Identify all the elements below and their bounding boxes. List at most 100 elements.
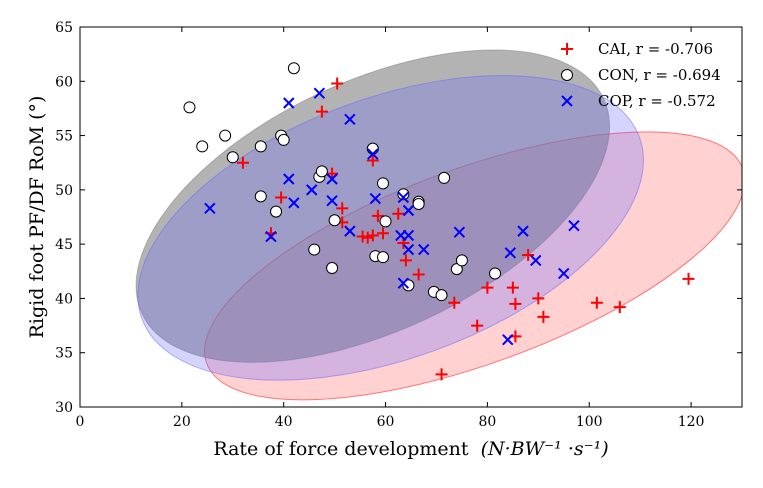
data-point (412, 197, 425, 210)
data-point (392, 207, 405, 220)
data-point (418, 243, 430, 256)
data-point (326, 262, 339, 275)
data-point (183, 101, 196, 114)
data-point (270, 205, 283, 218)
y-tick-label: 55 (55, 129, 73, 145)
data-point (435, 289, 448, 302)
data-point (402, 204, 415, 217)
data-point (371, 209, 384, 222)
data-point (613, 301, 626, 314)
y-tick-label: 50 (55, 183, 73, 199)
y-tick-label: 35 (55, 346, 73, 362)
y-axis-label: Rigid foot PF/DF RoM (°) (26, 96, 48, 339)
data-point (288, 197, 300, 209)
data-point (522, 249, 535, 261)
data-point (558, 267, 570, 280)
data-point (506, 281, 519, 294)
data-point (376, 251, 389, 264)
data-point (517, 225, 529, 237)
data-point (277, 133, 290, 146)
data-point (254, 140, 267, 153)
legend-marker (561, 69, 573, 81)
data-point (265, 230, 277, 243)
data-point (453, 226, 466, 238)
data-point (361, 231, 374, 244)
data-point (455, 254, 468, 267)
y-tick-label: 30 (55, 400, 73, 416)
x-tick-label: 120 (678, 414, 705, 430)
data-point (448, 296, 461, 309)
data-point (399, 254, 412, 267)
data-point (502, 333, 514, 346)
data-point (402, 229, 415, 242)
data-point (283, 173, 295, 185)
data-point (537, 310, 550, 323)
data-point (219, 129, 232, 142)
series-2 (204, 87, 580, 346)
data-point (326, 167, 339, 180)
x-tick-label: 60 (377, 414, 395, 430)
data-point (504, 247, 517, 259)
data-point (397, 191, 410, 204)
data-point (402, 279, 415, 292)
data-point (397, 188, 410, 201)
data-point (356, 230, 369, 243)
data-point (366, 154, 379, 167)
data-point (438, 171, 451, 184)
x-tick-label: 0 (76, 414, 85, 430)
data-point (509, 297, 522, 310)
legend: CAI, r = -0.706 CON, r = -0.694 COP, r = -… (561, 40, 721, 110)
data-point (397, 277, 410, 289)
data-point (369, 192, 382, 205)
data-point (283, 97, 295, 109)
y-tick-label: 60 (55, 74, 73, 90)
data-point (308, 243, 321, 256)
data-point (435, 368, 448, 381)
y-tick-label: 40 (55, 291, 73, 307)
y-tick-label: 45 (55, 237, 73, 253)
data-point (471, 319, 484, 332)
data-point (287, 62, 300, 75)
legend-entry: COP, r = -0.572 (598, 92, 716, 110)
data-point (204, 202, 216, 215)
data-point (367, 148, 379, 160)
data-point (328, 214, 341, 227)
data-point (568, 219, 580, 232)
data-point (254, 190, 267, 203)
data-point (344, 113, 356, 125)
data-point (376, 227, 389, 240)
data-point (376, 177, 389, 190)
series-1 (183, 62, 502, 302)
y-tick-label: 65 (55, 20, 73, 36)
data-point (682, 272, 695, 285)
data-points (183, 62, 695, 381)
data-point (275, 191, 288, 204)
x-tick-label: 40 (275, 414, 293, 430)
data-point (313, 87, 326, 99)
legend-marker (561, 43, 573, 55)
data-point (402, 243, 415, 256)
x-tick-label: 80 (478, 414, 496, 430)
axes: 0 20 40 60 80 100 120 30 35 40 45 50 55 60 65 (55, 20, 743, 430)
data-point (196, 140, 209, 153)
data-point (530, 254, 542, 267)
legend-entry: CAI, r = -0.706 (598, 40, 713, 58)
data-point (590, 296, 603, 309)
data-point (366, 229, 379, 242)
data-point (331, 77, 344, 90)
x-tick-label: 100 (576, 414, 603, 430)
data-point (481, 281, 494, 294)
legend-marker (561, 95, 573, 107)
data-point (489, 267, 502, 280)
x-tick-label: 20 (173, 414, 191, 430)
data-point (532, 292, 545, 305)
data-point (305, 184, 318, 196)
data-point (379, 215, 392, 228)
data-point (326, 195, 338, 207)
data-point (326, 173, 338, 185)
data-point (315, 165, 328, 178)
plot-frame (79, 26, 743, 408)
x-axis-label: Rate of force development (N·BW⁻¹ ·s⁻¹) (213, 438, 608, 460)
data-point (336, 202, 349, 215)
